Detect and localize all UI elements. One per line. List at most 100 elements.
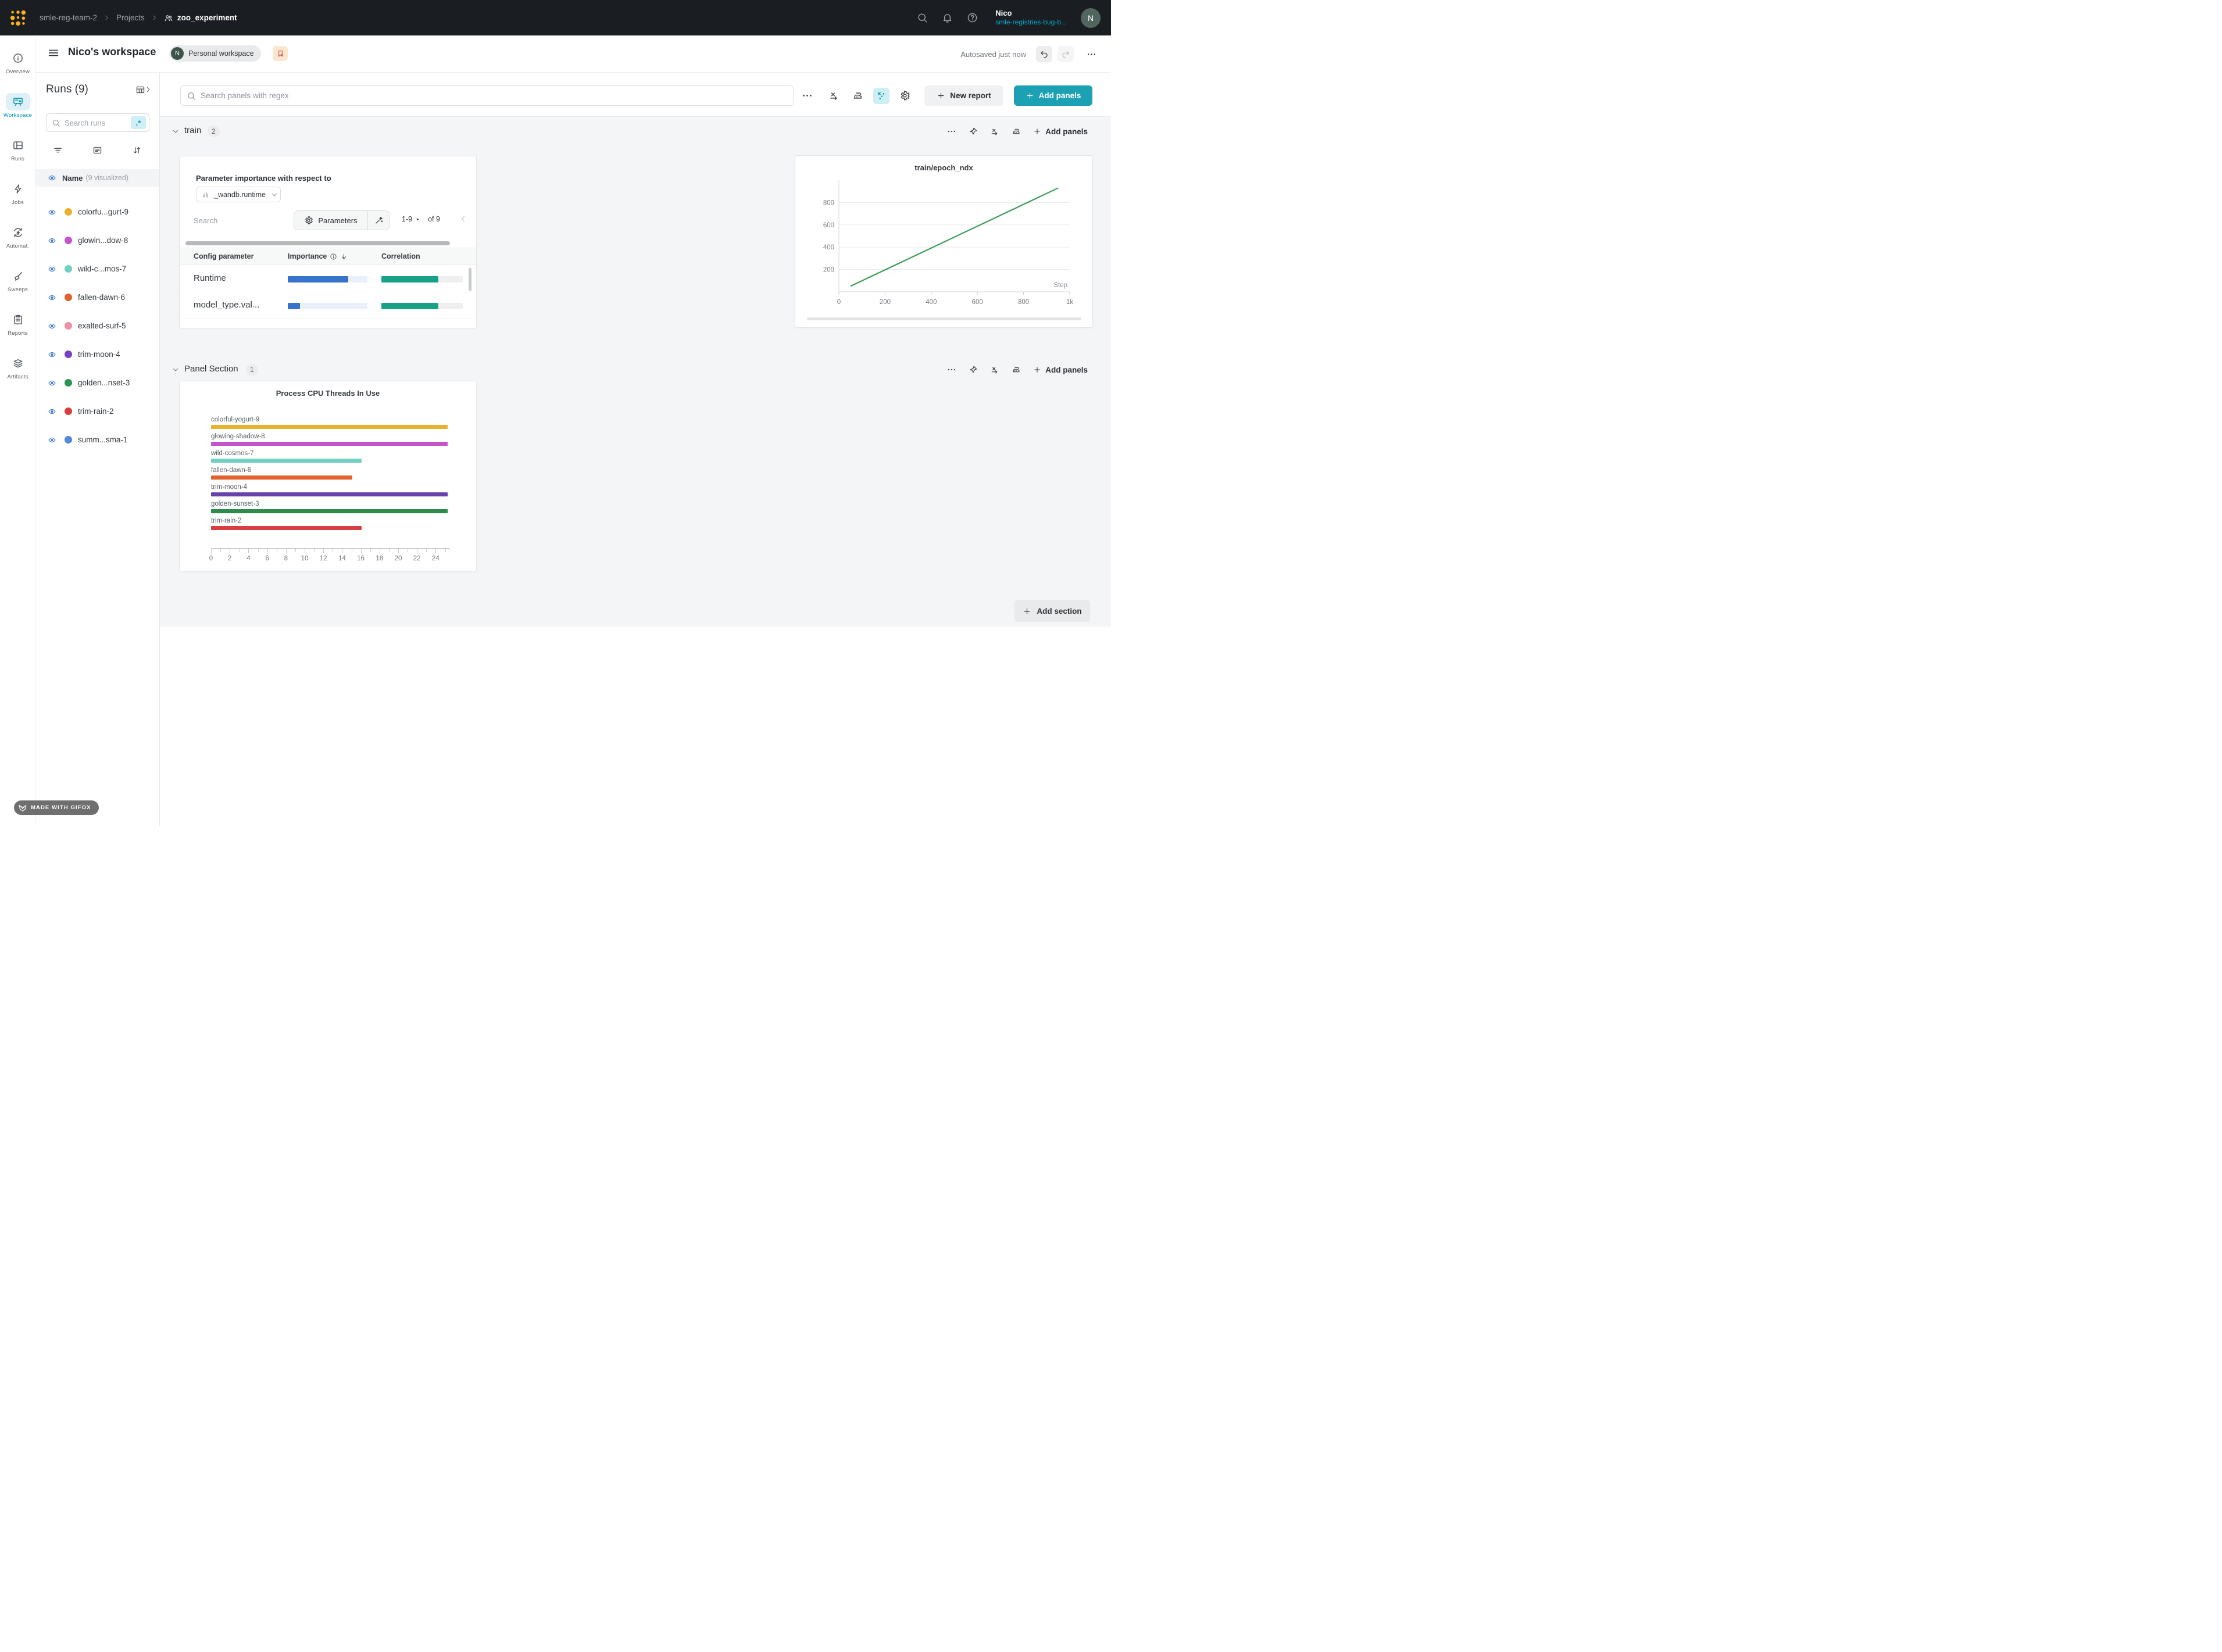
section-add-panels[interactable]: Add panels <box>1033 127 1088 136</box>
magic-wand-button[interactable] <box>368 211 390 230</box>
bar[interactable] <box>211 475 353 480</box>
eye-icon[interactable] <box>47 294 57 302</box>
cpu-threads-panel[interactable]: Process CPU Threads In Use colorful-yogu… <box>179 381 477 571</box>
panels-overflow-icon[interactable] <box>802 90 813 101</box>
eye-icon[interactable] <box>47 237 57 245</box>
column-correlation[interactable]: Correlation <box>381 252 420 260</box>
filter-icon[interactable] <box>53 145 63 155</box>
workspace-overflow-menu[interactable] <box>1084 47 1099 62</box>
sidebar-item-overview[interactable]: Overview <box>0 49 35 75</box>
sort-desc-icon[interactable] <box>340 253 348 260</box>
notifications-icon[interactable] <box>942 12 953 23</box>
eye-icon[interactable] <box>47 322 57 330</box>
page-range[interactable]: 1-9 <box>402 215 413 223</box>
run-row[interactable]: trim-rain-2 <box>35 397 159 425</box>
bar[interactable] <box>211 509 448 513</box>
eye-icon[interactable] <box>47 407 57 416</box>
wandb-logo-icon[interactable] <box>9 9 27 27</box>
section-overflow-icon[interactable] <box>947 365 956 374</box>
pin-section-icon[interactable] <box>969 127 978 136</box>
panel-settings-icon[interactable] <box>1012 127 1021 136</box>
pin-section-icon[interactable] <box>969 365 978 374</box>
panel-settings-icon[interactable] <box>1012 365 1021 374</box>
x-axis-settings-icon[interactable] <box>990 127 999 136</box>
clear-workspace-button[interactable] <box>273 46 288 61</box>
epoch-chart-panel[interactable]: train/epoch_ndx 200 400 600 800 0 200 400 600 80… <box>795 155 1093 328</box>
collapse-section-icon[interactable] <box>172 366 180 374</box>
param-table-row[interactable]: model_type.val... <box>180 292 476 319</box>
run-row[interactable]: summ...sma-1 <box>35 425 159 454</box>
sidebar-item-jobs[interactable]: Jobs <box>0 180 35 206</box>
menu-icon[interactable] <box>47 47 60 59</box>
section-overflow-icon[interactable] <box>947 127 956 136</box>
run-row[interactable]: trim-moon-4 <box>35 340 159 369</box>
group-icon[interactable] <box>92 145 102 155</box>
column-config-parameter[interactable]: Config parameter <box>194 252 254 260</box>
run-row[interactable]: glowin...dow-8 <box>35 226 159 255</box>
expand-runs-icon[interactable] <box>144 85 152 94</box>
metric-dropdown[interactable]: _wandb.runtime <box>196 187 281 202</box>
search-panels-input[interactable] <box>201 91 787 100</box>
eye-icon[interactable] <box>47 436 57 444</box>
param-search[interactable]: Search <box>194 216 218 225</box>
regex-toggle[interactable]: .* <box>131 116 146 129</box>
run-row[interactable]: golden...nset-3 <box>35 369 159 397</box>
caret-down-icon[interactable] <box>415 216 421 223</box>
run-row[interactable]: fallen-dawn-6 <box>35 283 159 312</box>
collapse-section-icon[interactable] <box>172 127 180 135</box>
avatar[interactable]: N <box>1081 8 1101 28</box>
breadcrumb-project[interactable]: zoo_experiment <box>164 13 237 23</box>
undo-button[interactable] <box>1036 46 1052 62</box>
eye-icon[interactable] <box>47 208 57 216</box>
search-runs-input[interactable] <box>65 118 131 127</box>
add-section-button[interactable]: Add section <box>1014 600 1090 622</box>
sort-icon[interactable] <box>132 145 142 155</box>
x-axis-settings-icon[interactable] <box>828 90 839 101</box>
add-panels-button[interactable]: Add panels <box>1014 85 1092 106</box>
sidebar-item-artifacts[interactable]: Artifacts <box>0 355 35 380</box>
run-row[interactable]: wild-c...mos-7 <box>35 255 159 283</box>
sidebar-item-reports[interactable]: Reports <box>0 311 35 337</box>
workspace-badge[interactable]: N Personal workspace <box>169 45 261 62</box>
eye-icon[interactable] <box>47 351 57 359</box>
bar[interactable] <box>211 442 448 446</box>
eye-icon[interactable] <box>47 174 57 182</box>
column-importance[interactable]: Importance <box>288 252 327 260</box>
step-slider[interactable] <box>807 317 1081 320</box>
vertical-scrollbar[interactable] <box>469 268 471 291</box>
runs-table-icon[interactable] <box>135 85 145 95</box>
horizontal-scrollbar[interactable] <box>185 241 450 245</box>
bar[interactable] <box>211 459 362 463</box>
section-train-label[interactable]: train <box>184 126 202 135</box>
redo-button[interactable] <box>1058 46 1074 62</box>
sidebar-item-workspace[interactable]: Workspace <box>0 93 35 119</box>
eye-icon[interactable] <box>47 379 57 387</box>
bar[interactable] <box>211 425 448 429</box>
param-table-row[interactable]: Runtime <box>180 266 476 292</box>
sidebar-item-runs[interactable]: Runs <box>0 137 35 162</box>
info-icon[interactable] <box>330 253 337 260</box>
sidebar-item-sweeps[interactable]: Sweeps <box>0 267 35 293</box>
outliers-toggle[interactable] <box>873 88 889 104</box>
x-axis-settings-icon[interactable] <box>990 365 999 374</box>
user-menu[interactable]: Nico smle-registries-bug-b... <box>995 9 1067 27</box>
panel-settings-icon[interactable] <box>852 90 863 101</box>
eye-icon[interactable] <box>47 265 57 273</box>
search-icon[interactable] <box>917 12 928 23</box>
parameters-button[interactable]: Parameters <box>294 211 368 230</box>
run-row[interactable]: exalted-surf-5 <box>35 312 159 340</box>
sidebar-item-automat[interactable]: Automat. <box>0 224 35 249</box>
bar[interactable] <box>211 526 362 530</box>
section-panel-label[interactable]: Panel Section <box>184 364 238 374</box>
parameter-importance-panel[interactable]: Parameter importance with respect to _wa… <box>179 156 477 328</box>
bar[interactable] <box>211 492 448 496</box>
breadcrumb-projects[interactable]: Projects <box>116 13 145 22</box>
run-row[interactable]: colorfu...gurt-9 <box>35 198 159 226</box>
svg-text:200: 200 <box>880 299 891 306</box>
section-add-panels[interactable]: Add panels <box>1033 366 1088 374</box>
help-icon[interactable] <box>967 12 978 23</box>
new-report-button[interactable]: New report <box>924 85 1003 106</box>
workspace-settings-icon[interactable] <box>899 90 910 101</box>
breadcrumb-team[interactable]: smle-reg-team-2 <box>40 13 98 22</box>
prev-page-icon[interactable] <box>459 214 467 223</box>
